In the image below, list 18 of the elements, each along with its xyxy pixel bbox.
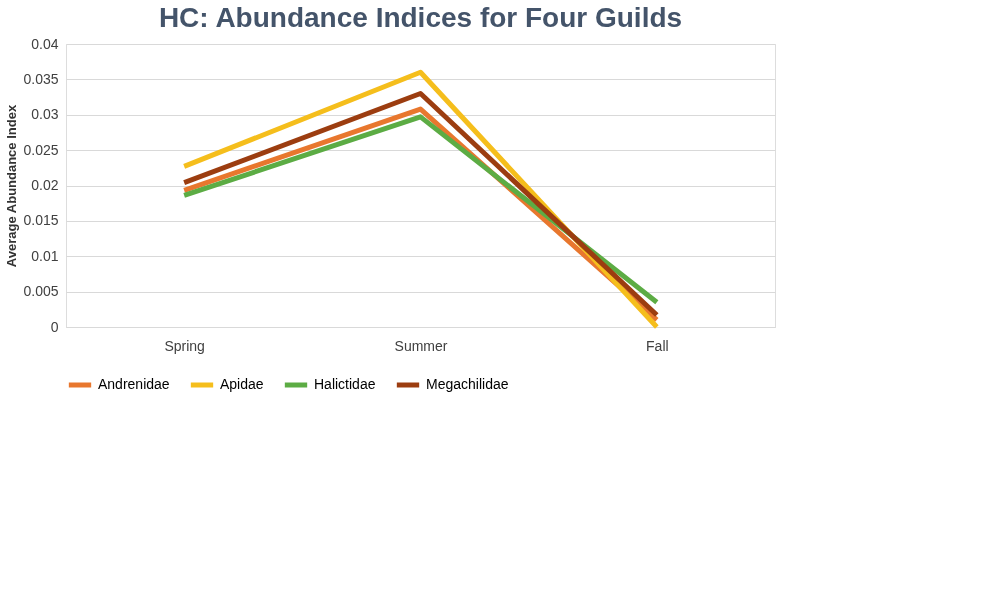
legend-label: Andrenidae [98,376,170,392]
legend-label: Apidae [220,376,264,392]
y-tick-label: 0.03 [31,106,59,123]
x-tick-label: Fall [646,337,669,354]
legend-label: Megachilidae [426,376,509,392]
y-tick-label: 0.015 [23,212,59,229]
chart-title: HC: Abundance Indices for Four Guilds [158,2,683,33]
y-tick-label: 0 [50,318,59,335]
y-tick-label: 0.01 [31,247,59,264]
y-tick-label: 0.025 [23,141,59,158]
y-tick-label: 0.02 [31,177,59,193]
legend-label: Halictidae [314,376,376,392]
x-tick-label: Summer [394,337,448,354]
y-tick-label: 0.035 [23,70,59,87]
y-axis-title: Average Abundance Index [4,104,20,268]
y-tick-label: 0.04 [31,35,59,52]
y-tick-label: 0.005 [23,283,59,300]
x-tick-label: Spring [164,337,205,354]
